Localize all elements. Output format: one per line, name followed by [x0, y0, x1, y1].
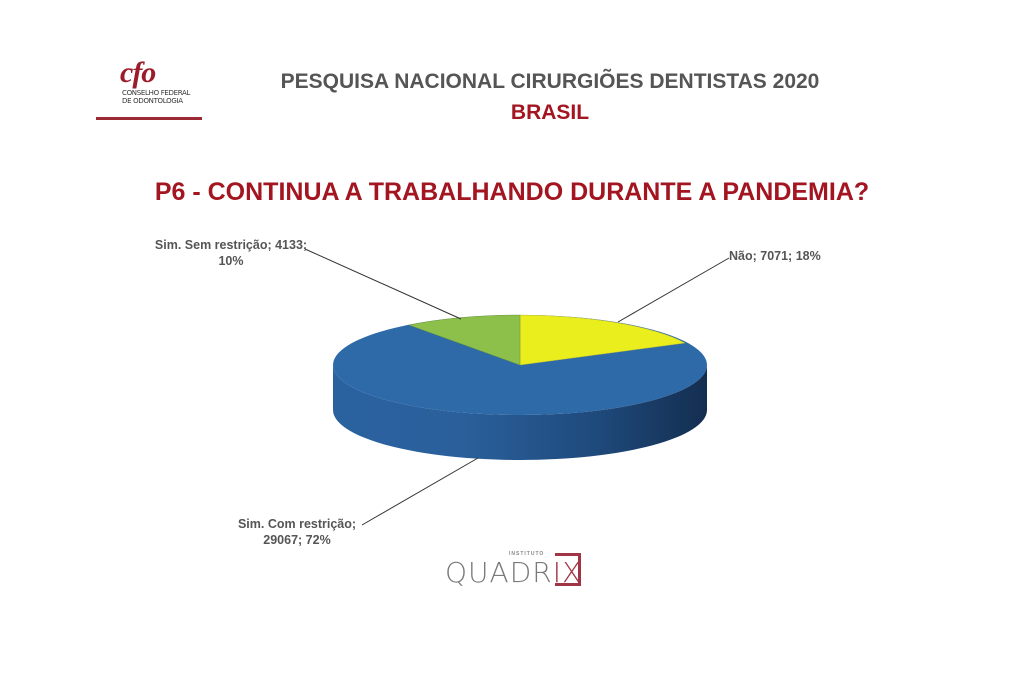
quadrix-logo: QUADRIX: [445, 556, 582, 589]
label-nao: Não; 7071; 18%: [729, 249, 821, 263]
quadrix-instituto-text: INSTITUTO: [509, 551, 545, 557]
slice-nao: [519, 314, 686, 366]
logo-mark: cfo: [120, 56, 156, 89]
logo-line-1: CONSELHO FEDERAL: [122, 89, 191, 97]
cfo-logo: cfo CONSELHO FEDERAL DE ODONTOLOGIA: [94, 58, 204, 122]
label-sem-line2: 10%: [218, 254, 244, 268]
leader-line-nao: [617, 257, 730, 323]
logo-subtitle: CONSELHO FEDERAL DE ODONTOLOGIA: [122, 89, 190, 105]
quadrix-prefix: QUADR: [445, 556, 553, 589]
report-subtitle: BRASIL: [510, 101, 590, 124]
label-sem-restricao: Sim. Sem restrição; 4133; 10%: [146, 237, 316, 269]
pie-side-wall: [333, 365, 707, 460]
label-com-line2: 29067; 72%: [263, 533, 331, 547]
chart-question-title: P6 - CONTINUA A TRABALHANDO DURANTE A PA…: [154, 178, 870, 206]
quadrix-suffix: IX: [552, 556, 583, 589]
report-title: PESQUISA NACIONAL CIRURGIÕES DENTISTAS 2…: [280, 70, 820, 93]
label-sem-line1: Sim. Sem restrição; 4133;: [154, 238, 308, 252]
logo-underline: [96, 117, 202, 120]
leader-line-com: [361, 457, 479, 526]
logo-line-2: DE ODONTOLOGIA: [122, 97, 183, 105]
slice-sem-restricao: [408, 314, 521, 366]
label-com-line1: Sim. Com restrição;: [237, 517, 357, 531]
quadrix-logo-frame: [555, 553, 581, 586]
leader-line-sem: [304, 248, 462, 320]
label-com-restricao: Sim. Com restrição; 29067; 72%: [232, 516, 362, 548]
